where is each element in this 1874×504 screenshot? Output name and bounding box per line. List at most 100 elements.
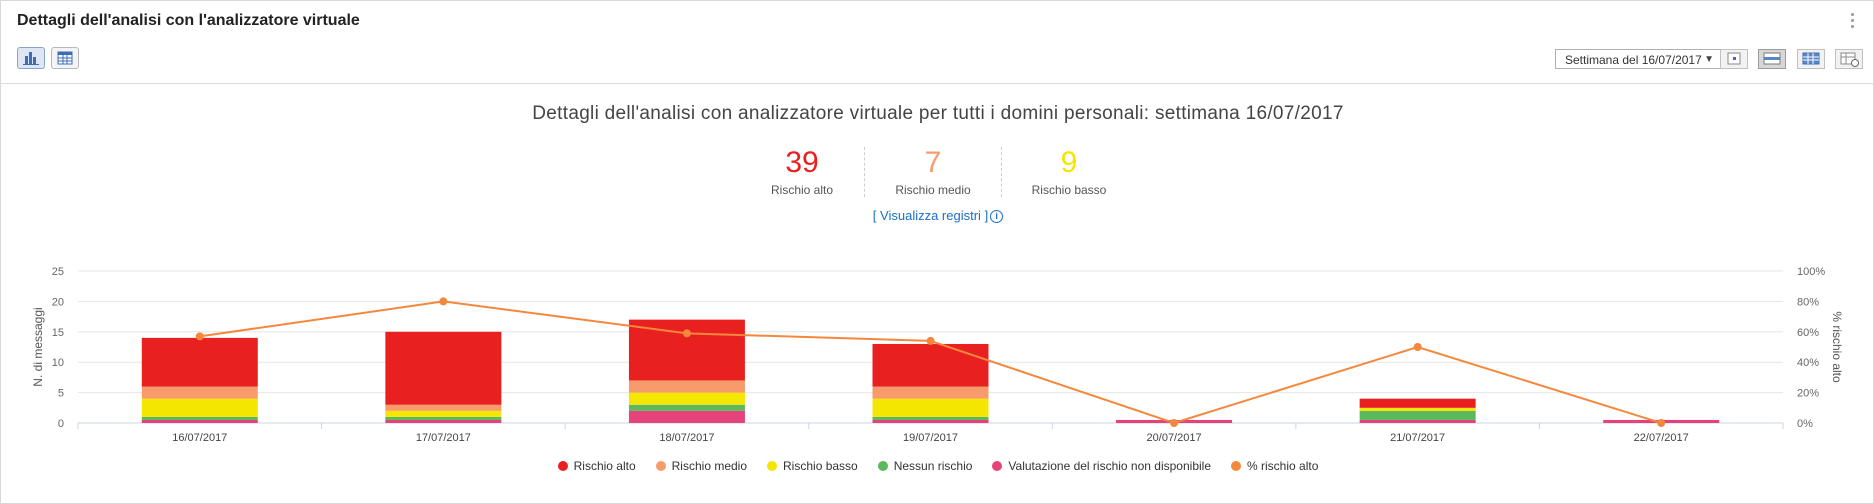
panel-header: Dettagli dell'analisi con l'analizzatore… [1,1,1873,84]
legend-marker [992,461,1003,471]
legend-item[interactable]: Valutazione del rischio non disponibile [992,459,1211,473]
bar-segment [872,419,989,423]
info-icon[interactable]: i [990,210,1004,224]
week-view-icon[interactable] [1758,49,1787,69]
bar-segment [1359,407,1476,411]
view-toggle [17,47,81,69]
bar-segment [1359,398,1476,408]
stat-label: Rischio basso [1031,183,1107,197]
bar-segment [628,404,745,411]
y-tick-label: 25 [52,266,64,278]
view-logs: [ Visualizza registri ] i [1,208,1874,224]
bar-segment [141,419,258,423]
stat-label: Rischio medio [895,183,971,197]
x-tick-label: 17/07/2017 [416,432,471,444]
divider [864,147,865,197]
legend-marker [557,461,568,471]
line-point [682,329,691,338]
y-tick-label: 5 [58,388,64,400]
bar-segment [872,386,989,399]
stat-low-risk: 9 Rischio basso [999,146,1139,198]
legend-item[interactable]: Rischio medio [655,459,748,473]
x-tick-label: 18/07/2017 [659,432,714,444]
bracket: [ [872,208,881,223]
bar-segment [872,398,989,417]
x-tick-label: 20/07/2017 [1147,432,1202,444]
legend-label: Nessun rischio [893,459,973,473]
legend-marker [1231,461,1241,471]
y2-tick-label: 0% [1797,418,1813,430]
bar-segment [628,392,745,405]
view-logs-link[interactable]: Visualizza registri [880,208,981,223]
y-tick-label: 20 [52,296,64,308]
y-tick-label: 15 [52,327,64,339]
line-point [195,332,204,341]
bracket: ] [980,208,989,223]
y2-tick-label: 80% [1797,296,1819,308]
bar-segment [385,416,502,420]
panel-title: Dettagli dell'analisi con l'analizzatore… [17,12,360,29]
legend-marker [767,461,778,471]
y2-tick-label: 60% [1797,327,1819,339]
bar-segment [1359,410,1476,420]
x-tick-label: 21/07/2017 [1390,432,1445,444]
bar-chart-icon[interactable] [17,47,45,69]
legend-item[interactable]: Nessun rischio [877,459,973,473]
month-view-icon[interactable] [1796,49,1825,69]
chart-legend: Rischio alto Rischio medio Rischio basso Ne… [1,459,1874,473]
legend-item[interactable]: Rischio basso [767,459,858,473]
bar-segment [628,380,745,393]
legend-item[interactable]: % rischio alto [1231,459,1318,473]
bar-segment [141,337,258,387]
bar-segment [141,398,258,417]
x-tick-label: 16/07/2017 [172,432,227,444]
y-tick-label: 10 [52,357,64,369]
day-view-icon[interactable] [1719,49,1748,69]
x-tick-label: 19/07/2017 [903,432,958,444]
bar-segment [628,410,745,423]
y2-tick-label: 40% [1797,357,1819,369]
legend-item[interactable]: Rischio alto [557,459,636,473]
y-tick-label: 0 [58,418,64,430]
y2-axis-label: % rischio alto [1830,311,1844,383]
bar-segment [141,416,258,420]
legend-label: Rischio alto [573,459,636,473]
y2-tick-label: 100% [1797,266,1825,278]
legend-label: Rischio medio [671,459,748,473]
line-point [1170,419,1179,427]
bar-segment [385,331,502,405]
legend-label: Valutazione del rischio non disponibile [1008,459,1211,473]
bar-segment [385,404,502,411]
x-tick-label: 22/07/2017 [1634,432,1689,444]
legend-marker [877,461,888,471]
line-point [1657,419,1666,427]
table-icon[interactable] [51,47,80,69]
line-point [439,297,448,306]
bar-segment [141,386,258,399]
stat-label: Rischio alto [770,183,834,197]
chart-title: Dettagli dell'analisi con analizzatore v… [532,103,1344,124]
legend-label: % rischio alto [1247,459,1319,473]
calendar-range-icon[interactable] [1835,49,1863,69]
period-buttons [1714,49,1863,69]
stat-value: 39 [785,146,819,179]
bar-segment [385,419,502,423]
bar-segment [872,416,989,420]
week-select-value: Settimana del 16/07/2017 [1565,53,1702,67]
stat-value: 9 [1060,146,1078,179]
bar-segment [1359,419,1476,423]
week-select[interactable]: Settimana del 16/07/2017 ▼ [1555,49,1721,69]
more-options-icon[interactable] [1851,13,1855,31]
bar-segment [872,343,989,387]
bar-segment [385,410,502,417]
stat-high-risk: 39 Rischio alto [732,146,872,198]
divider [1001,147,1002,197]
legend-label: Rischio basso [783,459,858,473]
line-point [926,336,935,345]
risk-chart: 0 5 10 15 20 25 0% 20% 40% 60% 80% 100% N. di messag… [31,266,1844,444]
legend-marker [655,461,666,471]
stat-value: 7 [924,146,942,179]
line-point [1413,343,1422,351]
chevron-down-icon: ▼ [1704,54,1714,65]
